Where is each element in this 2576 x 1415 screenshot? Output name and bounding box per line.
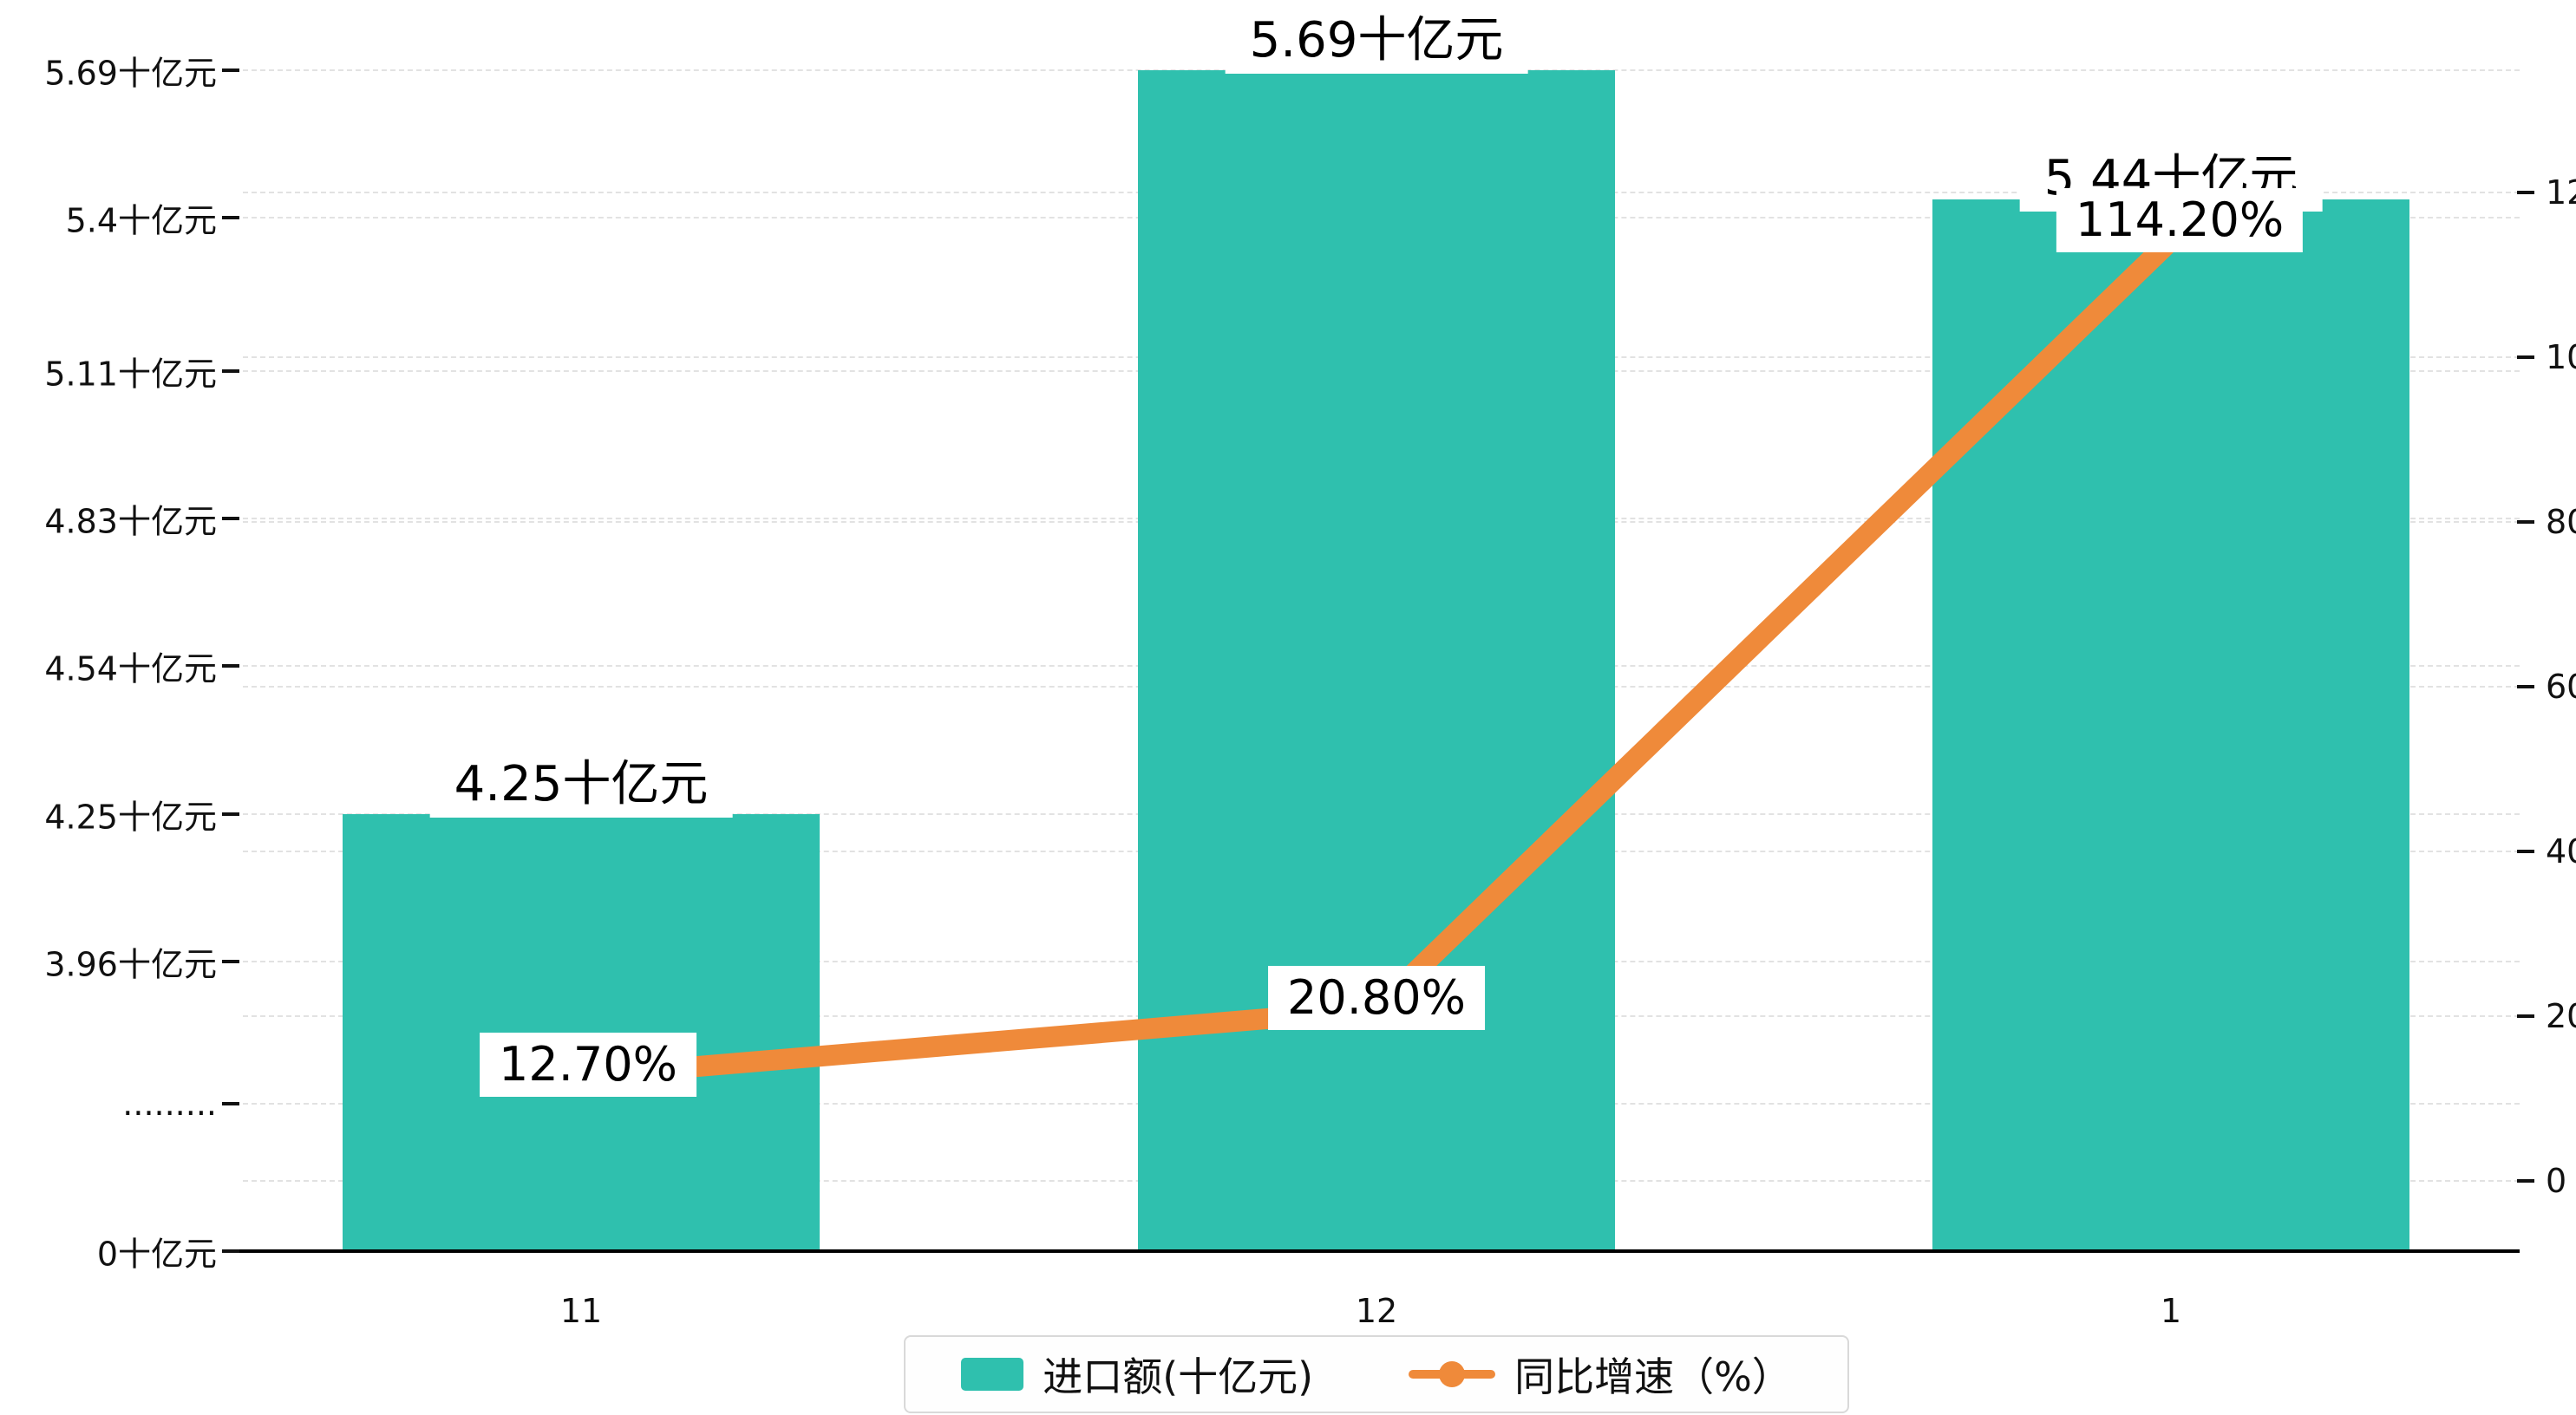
right-axis-tickmark	[2517, 1179, 2534, 1183]
left-axis-tickmark	[222, 1249, 239, 1253]
x-axis-line	[234, 1249, 2520, 1253]
import-amount-bar[interactable]	[1138, 70, 1615, 1251]
right-axis-tickmark	[2517, 1014, 2534, 1018]
left-axis-tick-label: .........	[122, 1085, 217, 1123]
legend-item-import-amount[interactable]: 进口额(十亿元)	[961, 1346, 1313, 1403]
right-axis-tick-label: 20	[2546, 997, 2576, 1035]
line-value-label: 114.20%	[2056, 188, 2304, 253]
import-amount-bar[interactable]	[1932, 199, 2409, 1251]
left-axis-tickmark	[222, 369, 239, 373]
import-amount-bar[interactable]	[343, 813, 820, 1251]
line-value-label: 20.80%	[1268, 966, 1485, 1031]
right-axis-tickmark	[2517, 520, 2534, 524]
left-axis-tickmark	[222, 1102, 239, 1105]
left-axis-tick-label: 3.96十亿元	[44, 945, 217, 984]
x-axis-tick-label: 12	[1355, 1292, 1398, 1330]
right-axis-tickmark	[2517, 850, 2534, 853]
right-axis-tick-label: 100	[2546, 338, 2576, 376]
line-series-marker-icon	[1409, 1358, 1496, 1391]
line-marker-dot	[1439, 1361, 1466, 1387]
bar-series-swatch-icon	[961, 1358, 1024, 1391]
line-value-label: 12.70%	[480, 1033, 696, 1098]
right-axis-tick-label: 60	[2546, 668, 2576, 706]
left-axis-tick-label: 4.83十亿元	[44, 502, 217, 541]
left-axis-tick-label: 4.54十亿元	[44, 649, 217, 688]
growth-line[interactable]	[571, 230, 2181, 1087]
left-axis-tick-label: 5.11十亿元	[44, 355, 217, 394]
bar-value-label: 4.25十亿元	[429, 751, 733, 818]
legend-label-yoy-growth: 同比增速（%）	[1514, 1353, 1792, 1400]
right-axis-tick-label: 80	[2546, 503, 2576, 541]
right-axis-tick-label: 0	[2546, 1162, 2567, 1200]
left-axis-tick-label: 4.25十亿元	[44, 798, 217, 837]
right-axis-tickmark	[2517, 191, 2534, 194]
left-axis-tickmark	[222, 812, 239, 816]
right-axis-tickmark	[2517, 685, 2534, 688]
legend: 进口额(十亿元) 同比增速（%）	[904, 1335, 1849, 1413]
x-axis-tick-label: 11	[559, 1292, 603, 1330]
right-axis-tick-label: 40	[2546, 832, 2576, 871]
right-axis-tickmark	[2517, 355, 2534, 359]
bar-value-label: 5.69十亿元	[1225, 7, 1528, 74]
left-axis-tick-label: 0十亿元	[96, 1235, 217, 1274]
left-axis-tickmark	[222, 68, 239, 72]
x-axis-tick-label: 1	[2160, 1292, 2182, 1330]
left-axis-tick-label: 5.4十亿元	[65, 201, 217, 240]
left-axis-tickmark	[222, 517, 239, 520]
legend-label-import-amount: 进口额(十亿元)	[1043, 1353, 1314, 1400]
right-axis-tick-label: 120	[2546, 173, 2576, 212]
left-axis-tickmark	[222, 960, 239, 963]
legend-item-yoy-growth[interactable]: 同比增速（%）	[1409, 1346, 1792, 1403]
left-axis-tick-label: 5.69十亿元	[44, 54, 217, 93]
left-axis-tickmark	[222, 216, 239, 219]
left-axis-tickmark	[222, 664, 239, 668]
